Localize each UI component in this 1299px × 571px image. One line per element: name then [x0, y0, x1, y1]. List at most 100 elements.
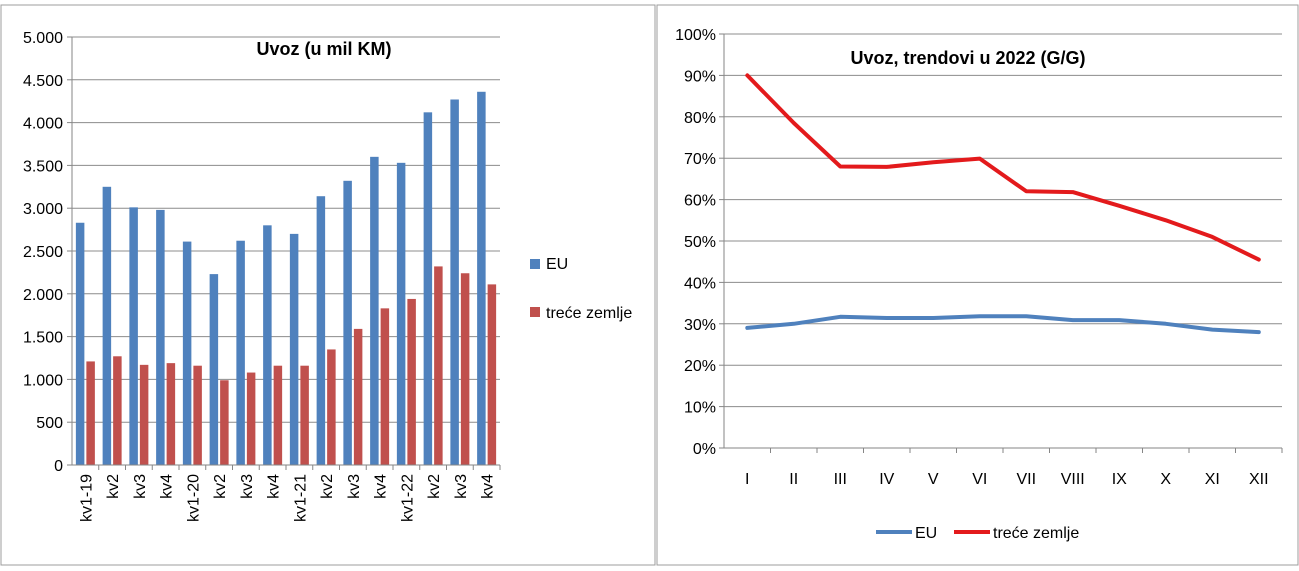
chart1-x-tick-label: kv2 [105, 474, 122, 499]
chart2-x-tick-label: II [789, 471, 798, 488]
chart2-y-tick-label: 70% [684, 151, 716, 168]
chart1-y-tick-label: 2.000 [23, 287, 63, 304]
chart2-y-tick-labels: 0% 10% 20% 30% 40% 50% 60% 70% 80% 90% 100% [675, 27, 716, 458]
chart2-x-tick-label: I [745, 471, 749, 488]
chart1-x-tick-label: kv3 [453, 474, 470, 499]
chart1-bar-eu [102, 186, 112, 466]
chart2-y-tick-label: 50% [684, 234, 716, 251]
chart1-y-tick-label: 3.000 [23, 201, 63, 218]
chart2-x-tick-label: X [1160, 471, 1171, 488]
chart1-bar-trece [460, 273, 470, 465]
chart1-y-tick-label: 1.000 [23, 372, 63, 389]
chart2-legend-label-trece: treće zemlje [993, 525, 1079, 542]
chart2-x-tick-label: V [928, 471, 939, 488]
chart1-legend-label-trece: treće zemlje [546, 305, 632, 322]
chart1-bar-trece [300, 365, 309, 465]
chart1-y-tick-label: 2.500 [23, 244, 63, 261]
chart1-legend-swatch-trece [530, 307, 540, 317]
chart1-legend: EU treće zemlje [530, 256, 632, 322]
chart1: 0 500 1.000 1.500 2.000 2.500 3.000 3.500 4.000 4… [0, 4, 656, 566]
chart1-x-tick-label: kv1-22 [399, 474, 416, 522]
chart1-bar-trece [487, 284, 497, 465]
chart1-bar-trece [353, 328, 363, 465]
chart1-bar-trece [139, 364, 149, 465]
chart1-bar-eu [450, 99, 459, 465]
chart1-y-tick-label: 3.500 [23, 158, 63, 175]
chart1-bar-eu [477, 91, 486, 465]
chart1-legend-label-eu: EU [546, 256, 568, 273]
chart1-x-tick-label: kv2 [426, 474, 443, 499]
chart2-y-tick-label: 100% [675, 27, 716, 44]
chart2-y-tick-label: 90% [684, 68, 716, 85]
chart1-bar-trece [434, 266, 443, 465]
chart1-x-tick-label: kv2 [319, 474, 336, 499]
chart1-title: Uvoz (u mil KM) [257, 39, 392, 59]
chart2-y-tick-label: 0% [693, 441, 716, 458]
chart2-y-tick-label: 10% [684, 400, 716, 417]
chart1-y-tick-label: 4.000 [23, 116, 63, 133]
chart1-bar-eu [343, 180, 352, 466]
chart1-bar-eu [263, 225, 272, 465]
chart2-y-tick-label: 20% [684, 358, 716, 375]
chart2-y-tick-label: 40% [684, 275, 716, 292]
chart1-bar-eu [316, 196, 326, 465]
chart2-x-tick-label: VIII [1061, 471, 1085, 488]
chart1-bar-eu [209, 274, 219, 465]
chart2-title: Uvoz, trendovi u 2022 (G/G) [850, 48, 1085, 68]
chart1-bar-trece [166, 363, 176, 465]
chart1-x-tick-label: kv4 [373, 474, 390, 499]
chart1-bar-eu [370, 156, 379, 465]
chart1-bar-trece [407, 298, 416, 465]
chart1-bars [75, 91, 497, 466]
chart2-x-tick-label: IV [879, 471, 894, 488]
chart1-legend-swatch-eu [530, 259, 540, 269]
chart1-bar-eu [75, 222, 85, 465]
chart2-x-tick-labels: I II III IV V VI VII VIII IX X XI XII [745, 448, 1283, 488]
chart1-y-tick-label: 4.500 [23, 73, 63, 90]
chart1-x-tick-label: kv1-21 [292, 474, 309, 522]
chart2-x-tick-label: XII [1249, 471, 1269, 488]
chart1-bar-eu [236, 240, 245, 465]
chart1-bar-trece [86, 361, 95, 465]
chart2-gridlines [719, 33, 1282, 449]
chart1-bar-eu [156, 209, 165, 465]
chart1-x-tick-label: kv1-20 [185, 474, 202, 522]
chart2-x-tick-label: III [834, 471, 847, 488]
chart2-x-tick-label: IX [1112, 471, 1127, 488]
chart1-x-tick-label: kv2 [212, 474, 229, 499]
chart2-line-trece [745, 73, 1261, 262]
chart1-bar-eu [423, 112, 433, 465]
chart2-y-tick-label: 60% [684, 193, 716, 210]
chart2-border [656, 4, 1299, 566]
chart2-x-tick-label: XI [1205, 471, 1220, 488]
chart1-y-tick-label: 5.000 [23, 30, 63, 47]
chart2-y-tick-label: 30% [684, 317, 716, 334]
chart1-y-tick-label: 1.500 [23, 330, 63, 347]
chart2-x-tick-label: VII [1016, 471, 1036, 488]
chart1-bar-trece [380, 308, 390, 465]
chart1-bar-trece [220, 380, 229, 465]
chart1-y-tick-label: 500 [36, 415, 63, 432]
chart1-bar-trece [246, 372, 256, 465]
chart1-x-tick-label: kv4 [266, 474, 283, 499]
chart1-bar-eu [289, 233, 299, 465]
chart1-x-tick-label: kv4 [159, 474, 176, 499]
chart1-bar-eu [129, 207, 138, 465]
chart1-x-tick-label: kv3 [346, 474, 363, 499]
chart1-x-tick-label: kv3 [132, 474, 149, 499]
chart2: 0%10%20%30%40%50%60%70%80%90%100% I II III… [656, 4, 1299, 566]
chart1-bar-eu [182, 241, 192, 465]
chart1-x-tick-label: kv1-19 [78, 474, 95, 522]
chart1-bar-eu [396, 162, 406, 465]
chart1-bar-trece [327, 349, 336, 465]
chart2-lines [745, 73, 1261, 335]
chart2-legend-label-eu: EU [915, 525, 937, 542]
chart2-legend: EU treće zemlje [876, 525, 1079, 542]
chart1-x-tick-label: kv3 [239, 474, 256, 499]
chart1-x-tick-labels: kv1-19 kv2 kv3 kv4 kv1-20 kv2 kv3 kv4 kv1-21 kv2 k… [78, 465, 501, 522]
chart2-y-tick-label: 80% [684, 110, 716, 127]
chart1-bar-trece [273, 365, 283, 465]
chart1-y-tick-label: 0 [54, 458, 63, 475]
